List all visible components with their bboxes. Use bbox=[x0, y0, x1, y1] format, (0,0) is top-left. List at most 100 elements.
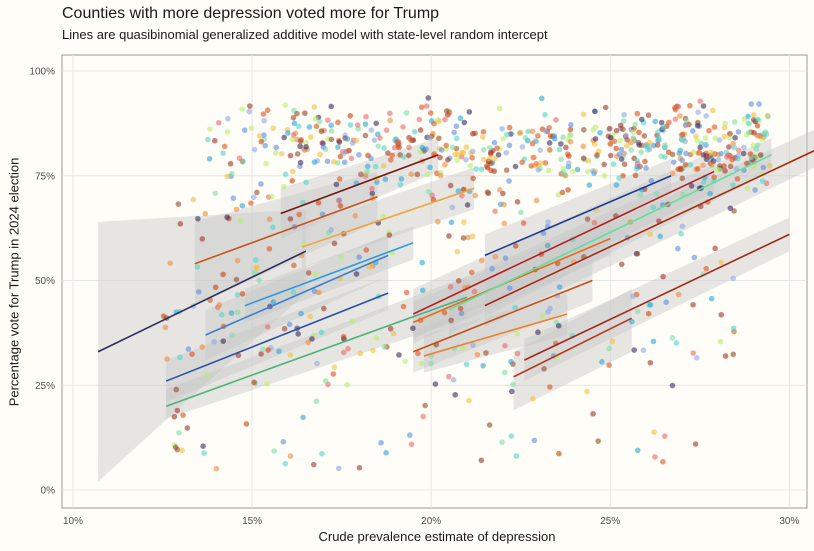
data-point bbox=[675, 291, 682, 298]
data-point bbox=[634, 447, 641, 454]
data-point bbox=[731, 144, 737, 151]
data-point bbox=[757, 133, 764, 140]
data-point bbox=[460, 235, 467, 241]
data-point bbox=[313, 398, 320, 405]
data-point bbox=[347, 122, 354, 128]
data-point bbox=[449, 204, 456, 211]
data-point bbox=[344, 136, 351, 142]
data-point bbox=[251, 269, 258, 276]
data-point bbox=[335, 144, 341, 150]
data-point bbox=[727, 130, 733, 137]
data-point bbox=[530, 395, 536, 402]
data-point bbox=[679, 131, 686, 138]
data-point bbox=[354, 122, 361, 128]
data-point bbox=[269, 224, 276, 231]
data-point bbox=[417, 127, 424, 133]
data-point bbox=[688, 183, 695, 189]
data-point bbox=[234, 292, 241, 298]
data-point bbox=[703, 113, 709, 119]
data-point bbox=[212, 190, 219, 197]
data-point bbox=[721, 163, 727, 169]
data-point bbox=[325, 117, 331, 123]
data-point bbox=[700, 152, 707, 158]
data-point bbox=[390, 330, 397, 337]
data-point bbox=[256, 277, 262, 284]
data-point bbox=[180, 412, 186, 418]
data-point bbox=[643, 165, 649, 171]
data-point bbox=[484, 189, 491, 195]
data-point bbox=[703, 265, 710, 272]
data-point bbox=[297, 143, 303, 150]
data-point bbox=[669, 382, 676, 389]
data-point bbox=[389, 152, 396, 159]
data-point bbox=[398, 176, 405, 182]
data-point bbox=[632, 172, 639, 179]
data-point bbox=[662, 142, 668, 148]
data-point bbox=[285, 130, 291, 136]
fit-line bbox=[412, 170, 715, 315]
data-point bbox=[297, 159, 304, 166]
data-point bbox=[512, 304, 518, 311]
data-point bbox=[741, 144, 747, 151]
data-point bbox=[237, 217, 244, 224]
data-point bbox=[457, 115, 464, 122]
data-point bbox=[312, 115, 319, 122]
data-point bbox=[617, 122, 624, 129]
data-point bbox=[581, 126, 587, 133]
data-point bbox=[524, 137, 531, 144]
data-point bbox=[365, 152, 371, 159]
data-point bbox=[650, 338, 657, 345]
data-point bbox=[453, 123, 460, 129]
data-point bbox=[388, 157, 394, 163]
data-point bbox=[508, 433, 515, 439]
data-point bbox=[261, 132, 267, 138]
data-point bbox=[341, 159, 348, 166]
data-point bbox=[310, 461, 317, 468]
data-point bbox=[303, 139, 309, 146]
data-point bbox=[336, 139, 343, 145]
data-point bbox=[295, 123, 302, 130]
data-point bbox=[632, 121, 638, 128]
data-point bbox=[419, 259, 425, 266]
data-point bbox=[328, 103, 335, 110]
data-point bbox=[280, 438, 287, 445]
data-point bbox=[580, 143, 587, 150]
data-point bbox=[344, 381, 351, 388]
data-point bbox=[566, 153, 572, 159]
data-point bbox=[236, 155, 243, 162]
data-point bbox=[162, 324, 169, 331]
data-point bbox=[678, 231, 684, 237]
data-point bbox=[425, 95, 432, 101]
data-point bbox=[750, 112, 757, 118]
data-point bbox=[366, 264, 372, 270]
data-point bbox=[224, 173, 231, 180]
data-point bbox=[746, 129, 752, 136]
data-point bbox=[623, 142, 630, 149]
data-point bbox=[558, 156, 564, 163]
data-point bbox=[740, 150, 747, 157]
data-point bbox=[459, 192, 465, 199]
data-point bbox=[491, 139, 498, 146]
data-point bbox=[620, 117, 627, 124]
data-point bbox=[706, 127, 712, 134]
data-point bbox=[645, 112, 652, 119]
data-point bbox=[251, 194, 257, 200]
data-point bbox=[174, 407, 181, 414]
data-point bbox=[652, 118, 659, 125]
data-point bbox=[766, 162, 773, 169]
data-point bbox=[281, 183, 287, 190]
data-point bbox=[468, 269, 475, 276]
fit-line bbox=[244, 242, 414, 307]
data-point bbox=[230, 195, 237, 201]
data-point bbox=[340, 349, 347, 356]
data-point bbox=[335, 119, 341, 126]
data-point bbox=[580, 111, 587, 118]
data-point bbox=[508, 131, 514, 137]
data-point bbox=[199, 236, 206, 242]
data-point bbox=[378, 440, 384, 446]
data-point bbox=[734, 176, 741, 182]
data-point bbox=[616, 175, 622, 181]
data-point bbox=[514, 350, 521, 357]
data-point bbox=[200, 443, 206, 449]
x-tick-label: 20% bbox=[421, 516, 441, 527]
